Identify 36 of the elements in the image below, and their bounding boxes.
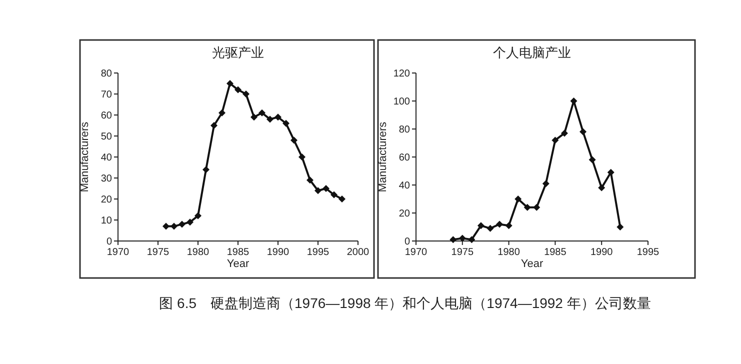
y-tick-label: 60 — [398, 152, 410, 164]
x-tick-label: 1985 — [544, 247, 567, 258]
y-tick-label: 20 — [398, 208, 410, 220]
y-tick-label: 40 — [100, 152, 112, 164]
y-tick-label: 0 — [404, 236, 410, 248]
x-axis-title: Year — [226, 258, 250, 270]
x-tick-label: 1980 — [498, 247, 520, 258]
x-tick-label: 1990 — [266, 247, 290, 258]
x-tick-label: 1975 — [146, 247, 170, 258]
y-tick-label: 100 — [393, 96, 410, 108]
y-tick-label: 80 — [100, 68, 112, 80]
x-tick-label: 1995 — [636, 247, 660, 258]
x-tick-label: 1985 — [226, 247, 250, 258]
y-tick-label: 20 — [100, 194, 112, 206]
y-tick-label: 40 — [398, 180, 410, 192]
caption: 图 6.5 硬盘制造商（1976—1998 年）和个人电脑（1974—1992 年）公司数量 — [159, 295, 651, 311]
x-tick-label: 1995 — [306, 247, 330, 258]
x-tick-label: 1975 — [451, 247, 474, 258]
y-tick-label: 70 — [100, 90, 112, 100]
y-tick-label: 80 — [398, 124, 410, 136]
x-tick-label: 1980 — [186, 247, 210, 258]
x-tick-label: 2000 — [346, 247, 370, 258]
y-axis-title: Manufacturers — [377, 121, 389, 192]
y-tick-label: 60 — [100, 110, 112, 122]
y-axis-title: Manufacturers — [79, 121, 91, 192]
x-tick-label: 1970 — [106, 247, 130, 258]
y-tick-label: 120 — [393, 68, 410, 80]
x-tick-label: 1970 — [404, 247, 428, 258]
x-axis-title: Year — [520, 258, 544, 270]
chart-title: 个人电脑产业 — [493, 45, 571, 60]
y-tick-label: 0 — [106, 236, 112, 248]
y-tick-label: 30 — [100, 174, 112, 184]
y-tick-label: 50 — [100, 132, 112, 142]
y-tick-label: 10 — [100, 216, 112, 226]
chart-title: 光驱产业 — [212, 45, 264, 60]
x-tick-label: 1990 — [590, 247, 614, 258]
